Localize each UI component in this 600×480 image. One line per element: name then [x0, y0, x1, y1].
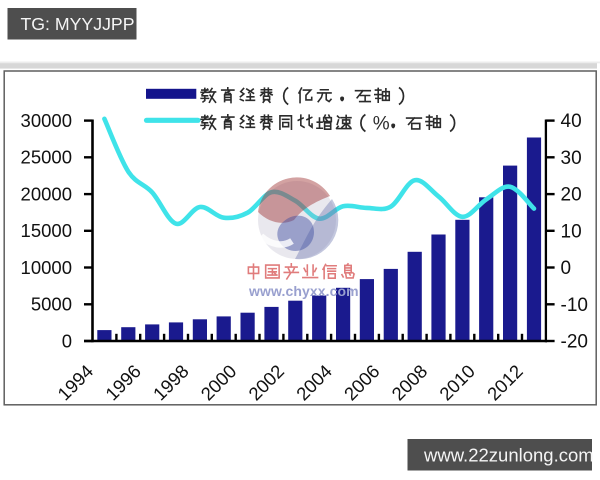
svg-text:5000: 5000 [31, 294, 72, 315]
svg-text:www.chyxx.com: www.chyxx.com [248, 283, 359, 299]
svg-text:25000: 25000 [21, 147, 72, 168]
svg-text:10000: 10000 [21, 257, 72, 278]
svg-text:30000: 30000 [21, 110, 72, 131]
svg-text:20: 20 [561, 185, 582, 206]
svg-text:www.22zunlong.com: www.22zunlong.com [423, 445, 594, 466]
svg-text:15000: 15000 [21, 220, 72, 241]
svg-text:-20: -20 [561, 332, 588, 353]
svg-text:30: 30 [561, 148, 582, 169]
svg-text:10: 10 [561, 221, 582, 242]
svg-text:20000: 20000 [21, 183, 72, 204]
svg-text:0: 0 [561, 258, 572, 279]
svg-text:40: 40 [561, 111, 582, 132]
svg-text:-10: -10 [561, 295, 588, 316]
svg-text:TG: MYYJJPP: TG: MYYJJPP [21, 14, 135, 34]
svg-text:%: % [373, 114, 390, 135]
svg-text:0: 0 [62, 330, 72, 351]
